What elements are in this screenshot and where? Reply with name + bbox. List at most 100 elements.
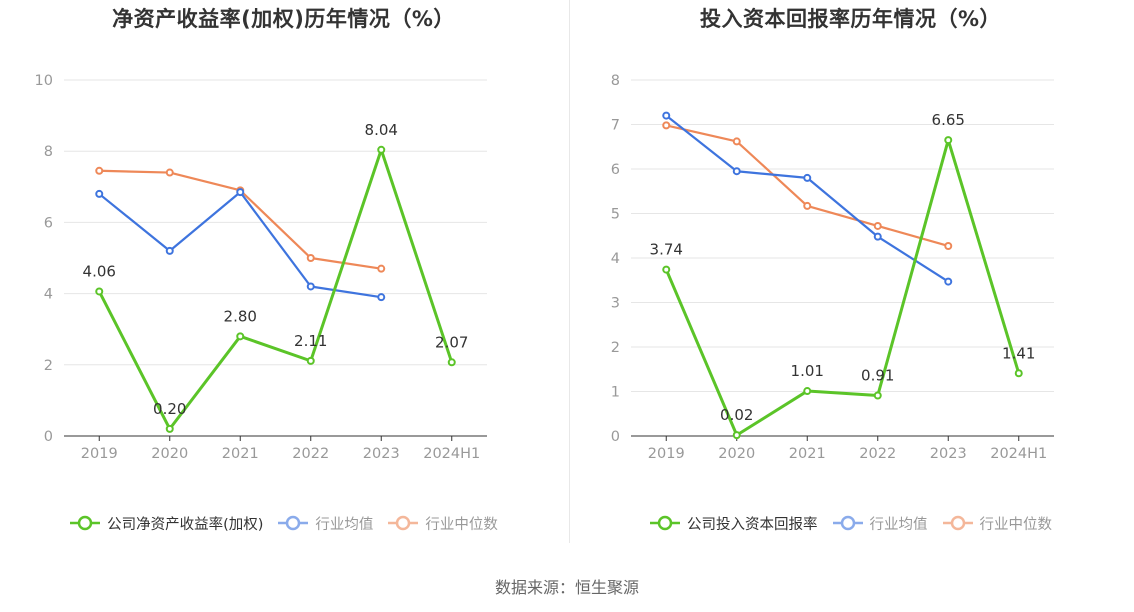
data-label: 3.74	[650, 241, 683, 259]
data-point[interactable]	[873, 391, 882, 400]
y-tick-label: 1	[611, 385, 620, 401]
data-label: 6.65	[932, 111, 965, 129]
y-tick-label: 7	[611, 118, 620, 134]
series-line	[99, 169, 382, 270]
legend-item-industry-median[interactable]: 行业中位数	[942, 513, 1053, 534]
data-label: 1.01	[791, 362, 824, 380]
roic-chart-panel: 投入资本回报率历年情况（%） 0 1 2 3 4 5 6 7 8 2019 2020 2021 2022…	[567, 0, 1134, 545]
x-tick-label: 2024H1	[990, 446, 1047, 462]
data-point[interactable]	[944, 241, 953, 250]
roe-chart-plot: 0 2 4 6 8 10 2019 2020 2021 2022 2023 2024H1 4.06 0.2…	[35, 73, 487, 462]
legend-item-industry-median[interactable]: 行业中位数	[387, 513, 498, 534]
legend-line-circle-icon	[942, 515, 973, 531]
y-tick-label: 8	[44, 144, 53, 160]
series-line	[666, 124, 949, 248]
data-point[interactable]	[236, 332, 245, 341]
legend-item-company[interactable]: 公司净资产收益率(加权)	[69, 513, 263, 534]
x-tick-label: 2021	[222, 446, 259, 462]
data-point[interactable]	[377, 264, 386, 273]
legend-label: 行业均值	[315, 516, 374, 533]
roe-chart-legend: 公司净资产收益率(加权) 行业均值 行业中位数	[0, 512, 567, 534]
data-label: 0.02	[720, 406, 753, 424]
x-tick-label: 2019	[648, 446, 685, 462]
data-point[interactable]	[944, 136, 953, 145]
data-label: 1.41	[1002, 344, 1035, 362]
data-point[interactable]	[803, 387, 812, 396]
data-point[interactable]	[732, 137, 741, 146]
data-point[interactable]	[803, 201, 812, 210]
x-tick-label: 2020	[151, 446, 188, 462]
data-point[interactable]	[662, 111, 671, 120]
y-tick-label: 2	[611, 340, 620, 356]
legend-label: 行业中位数	[979, 516, 1053, 533]
data-point[interactable]	[873, 221, 882, 230]
data-point[interactable]	[377, 145, 386, 154]
series-industry_median	[95, 166, 386, 273]
series-industry_avg	[95, 188, 386, 302]
y-tick-label: 4	[611, 251, 620, 267]
series-company: 4.06 0.20 2.80 2.11 8.04 2.07	[83, 121, 468, 433]
chart-title: 净资产收益率(加权)历年情况（%）	[112, 7, 455, 31]
data-point[interactable]	[732, 431, 741, 440]
data-label: 2.11	[294, 332, 327, 350]
x-tick-label: 2022	[292, 446, 329, 462]
roe-chart-panel: 净资产收益率(加权)历年情况（%） 0 2 4 6 8 10 2019 2020 2021 202…	[0, 0, 567, 545]
data-point[interactable]	[873, 232, 882, 241]
data-label: 0.20	[153, 400, 186, 418]
y-gridlines	[631, 79, 1054, 392]
y-tick-label: 3	[611, 296, 620, 312]
data-point[interactable]	[944, 277, 953, 286]
data-point[interactable]	[95, 189, 104, 198]
series-company: 3.74 0.02 1.01 0.91 6.65 1.41	[650, 111, 1035, 440]
x-tick-label: 2020	[718, 446, 755, 462]
data-point[interactable]	[447, 358, 456, 367]
data-point[interactable]	[803, 173, 812, 182]
data-label: 0.91	[861, 367, 894, 385]
x-tick-label: 2022	[859, 446, 896, 462]
legend-label: 行业中位数	[425, 516, 498, 533]
y-tick-label: 6	[44, 215, 53, 231]
x-tick-label: 2023	[930, 446, 967, 462]
legend-line-circle-icon	[70, 515, 101, 531]
legend-line-circle-icon	[832, 515, 863, 531]
roic-chart-plot: 0 1 2 3 4 5 6 7 8 2019 2020 2021 2022 2023 2024H1 3.74 0…	[611, 73, 1054, 462]
legend-line-circle-icon	[650, 515, 680, 531]
data-point[interactable]	[377, 293, 386, 302]
legend-label: 公司投入资本回报率	[687, 516, 818, 533]
data-point[interactable]	[165, 246, 174, 255]
series-line	[664, 138, 1021, 437]
data-point[interactable]	[662, 265, 671, 274]
data-point[interactable]	[95, 166, 104, 175]
data-label: 2.80	[224, 307, 257, 325]
data-point[interactable]	[662, 121, 671, 130]
data-point[interactable]	[95, 287, 104, 296]
series-line	[665, 114, 949, 283]
data-point[interactable]	[306, 254, 315, 262]
y-tick-label: 0	[44, 429, 53, 445]
data-point[interactable]	[165, 424, 174, 433]
y-tick-label: 0	[611, 429, 620, 445]
legend-item-industry-avg[interactable]: 行业均值	[832, 513, 928, 534]
legend-item-industry-avg[interactable]: 行业均值	[277, 513, 373, 534]
data-point[interactable]	[306, 282, 315, 291]
x-tick-label: 2021	[789, 446, 826, 462]
legend-line-circle-icon	[388, 515, 419, 531]
series-line	[98, 191, 382, 299]
legend-item-company[interactable]: 公司投入资本回报率	[649, 513, 818, 534]
data-point[interactable]	[732, 167, 741, 176]
y-gridlines	[64, 79, 487, 366]
data-point[interactable]	[306, 356, 315, 365]
legend-label: 公司净资产收益率(加权)	[107, 516, 264, 533]
x-tick-label: 2024H1	[423, 446, 480, 462]
data-point[interactable]	[165, 168, 174, 177]
roic-chart-legend: 公司投入资本回报率 行业均值 行业中位数	[567, 512, 1134, 534]
panel-divider	[569, 0, 570, 543]
series-line	[97, 148, 454, 431]
series-industry_avg	[662, 111, 953, 286]
data-point[interactable]	[1014, 369, 1023, 378]
x-tick-label: 2023	[363, 446, 400, 462]
data-point[interactable]	[236, 188, 245, 197]
legend-label: 行业均值	[869, 516, 928, 533]
series-industry_median	[662, 121, 953, 250]
y-tick-label: 8	[611, 73, 620, 89]
